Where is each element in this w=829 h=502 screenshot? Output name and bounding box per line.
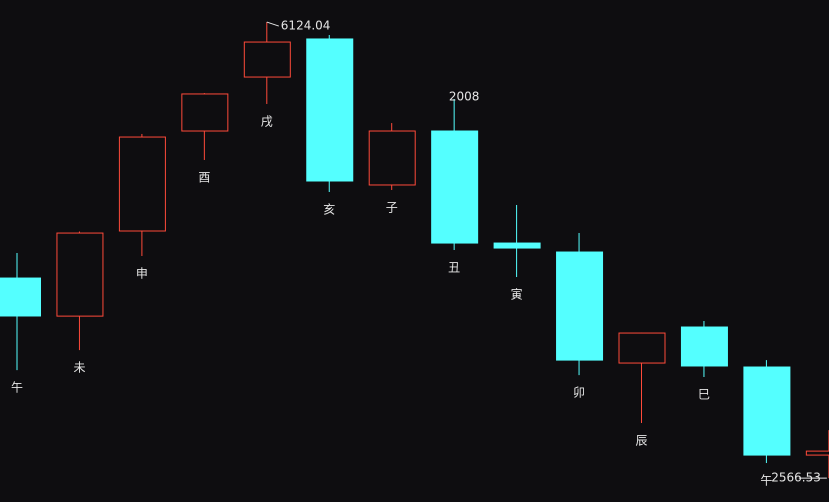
candle-body bbox=[368, 130, 416, 186]
x-tick-label: 戌 bbox=[261, 114, 273, 128]
x-tick-label: 酉 bbox=[198, 170, 210, 184]
x-tick-label: 亥 bbox=[323, 203, 335, 217]
candle-body bbox=[680, 326, 728, 367]
x-tick-label: 寅 bbox=[511, 287, 523, 302]
annotation: 2008 bbox=[449, 89, 480, 103]
x-tick-label: 巳 bbox=[698, 388, 710, 402]
candle-body bbox=[493, 242, 541, 249]
low-label: 2566.53 bbox=[771, 471, 821, 485]
x-tick-label: 午 bbox=[11, 381, 23, 395]
candle-body bbox=[556, 251, 604, 361]
candle-body bbox=[805, 450, 829, 456]
candle-body bbox=[118, 136, 166, 232]
pointer bbox=[266, 21, 279, 27]
candle-body bbox=[431, 130, 479, 244]
x-tick-label: 子 bbox=[386, 200, 398, 214]
x-tick-label: 辰 bbox=[635, 434, 647, 448]
candle-body bbox=[181, 93, 229, 132]
x-tick-label: 午 bbox=[760, 474, 772, 488]
candle-body bbox=[618, 332, 666, 364]
x-tick-label: 未 bbox=[73, 361, 85, 375]
candle-body bbox=[243, 41, 291, 78]
x-tick-label: 卯 bbox=[573, 386, 585, 400]
candle-body bbox=[56, 232, 104, 317]
candle-body bbox=[306, 38, 354, 182]
candle-body bbox=[0, 277, 41, 317]
x-tick-label: 申 bbox=[136, 266, 148, 280]
high-label: 6124.04 bbox=[281, 19, 331, 33]
x-tick-label: 丑 bbox=[448, 260, 460, 274]
candle-body bbox=[743, 366, 791, 456]
